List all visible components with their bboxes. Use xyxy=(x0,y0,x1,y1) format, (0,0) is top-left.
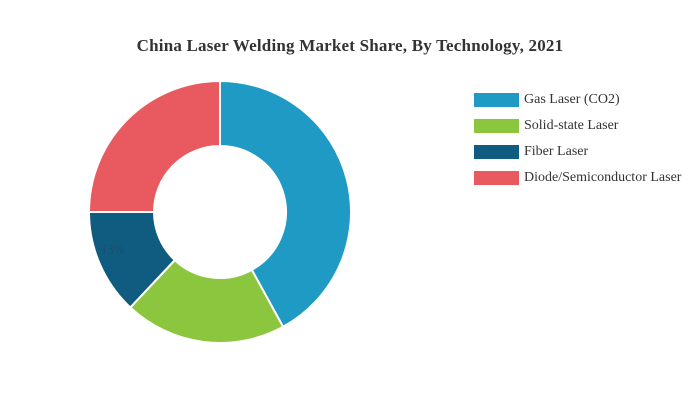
donut-data-labels: 13% xyxy=(101,242,125,257)
legend-label: Solid-state Laser xyxy=(524,118,619,133)
legend-item-solid-state-laser[interactable]: Solid-state Laser xyxy=(474,113,694,139)
donut-slices xyxy=(87,79,352,344)
legend-swatch xyxy=(474,145,519,159)
legend-item-fiber-laser[interactable]: Fiber Laser xyxy=(474,139,694,165)
legend-swatch xyxy=(474,119,519,133)
legend-label: Diode/Semiconductor Laser xyxy=(524,170,682,185)
legend-swatch xyxy=(474,93,519,107)
chart-title: China Laser Welding Market Share, By Tec… xyxy=(136,36,564,55)
legend-item-gas-laser[interactable]: Gas Laser (CO2) xyxy=(474,87,694,113)
slice-data-label: 13% xyxy=(101,242,125,257)
donut-slice-solid-state-laser[interactable] xyxy=(128,258,285,344)
chart-legend: Gas Laser (CO2) Solid-state Laser Fiber … xyxy=(474,87,694,191)
donut-slice-gas-laser-co2[interactable] xyxy=(219,79,352,329)
legend-label: Gas Laser (CO2) xyxy=(524,92,620,107)
legend-item-diode-laser[interactable]: Diode/Semiconductor Laser xyxy=(474,165,694,191)
donut-slice-diode-semiconductor-laser[interactable] xyxy=(87,79,221,213)
legend-swatch xyxy=(474,171,519,185)
legend-label: Fiber Laser xyxy=(524,144,589,159)
